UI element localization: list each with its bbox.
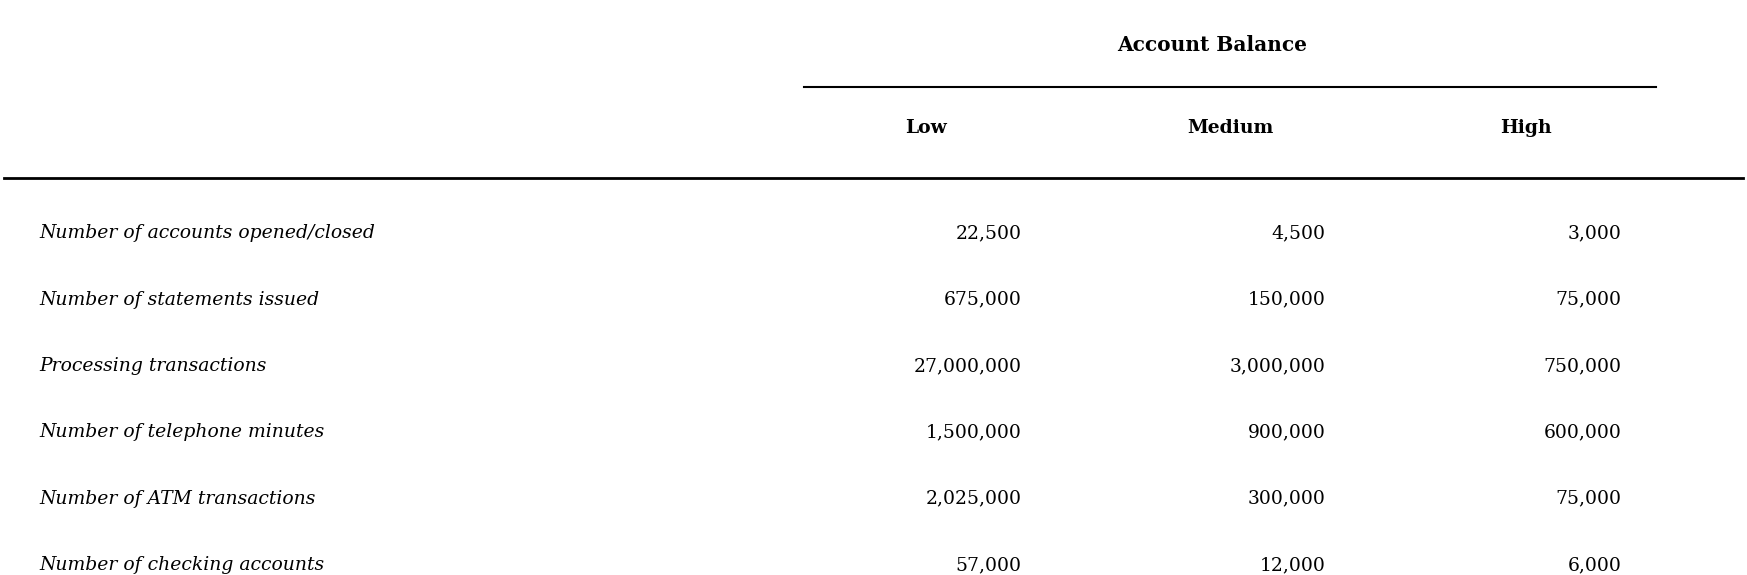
- Text: Low: Low: [905, 119, 947, 137]
- Text: Number of telephone minutes: Number of telephone minutes: [38, 423, 325, 442]
- Text: 300,000: 300,000: [1247, 490, 1326, 508]
- Text: Processing transactions: Processing transactions: [38, 357, 266, 375]
- Text: 22,500: 22,500: [956, 224, 1022, 242]
- Text: Number of checking accounts: Number of checking accounts: [38, 556, 323, 574]
- Text: Number of ATM transactions: Number of ATM transactions: [38, 490, 314, 508]
- Text: Medium: Medium: [1186, 119, 1274, 137]
- Text: 27,000,000: 27,000,000: [914, 357, 1022, 375]
- Text: 2,025,000: 2,025,000: [926, 490, 1022, 508]
- Text: 75,000: 75,000: [1555, 290, 1621, 309]
- Text: 57,000: 57,000: [956, 556, 1022, 574]
- Text: 75,000: 75,000: [1555, 490, 1621, 508]
- Text: 12,000: 12,000: [1260, 556, 1326, 574]
- Text: Number of accounts opened/closed: Number of accounts opened/closed: [38, 224, 376, 242]
- Text: 1,500,000: 1,500,000: [926, 423, 1022, 442]
- Text: 900,000: 900,000: [1247, 423, 1326, 442]
- Text: 150,000: 150,000: [1247, 290, 1326, 309]
- Text: 3,000: 3,000: [1567, 224, 1621, 242]
- Text: 4,500: 4,500: [1272, 224, 1326, 242]
- Text: 600,000: 600,000: [1543, 423, 1621, 442]
- Text: 3,000,000: 3,000,000: [1230, 357, 1326, 375]
- Text: Number of statements issued: Number of statements issued: [38, 290, 320, 309]
- Text: 675,000: 675,000: [943, 290, 1022, 309]
- Text: 6,000: 6,000: [1567, 556, 1621, 574]
- Text: 750,000: 750,000: [1543, 357, 1621, 375]
- Text: High: High: [1499, 119, 1551, 137]
- Text: Account Balance: Account Balance: [1118, 36, 1307, 55]
